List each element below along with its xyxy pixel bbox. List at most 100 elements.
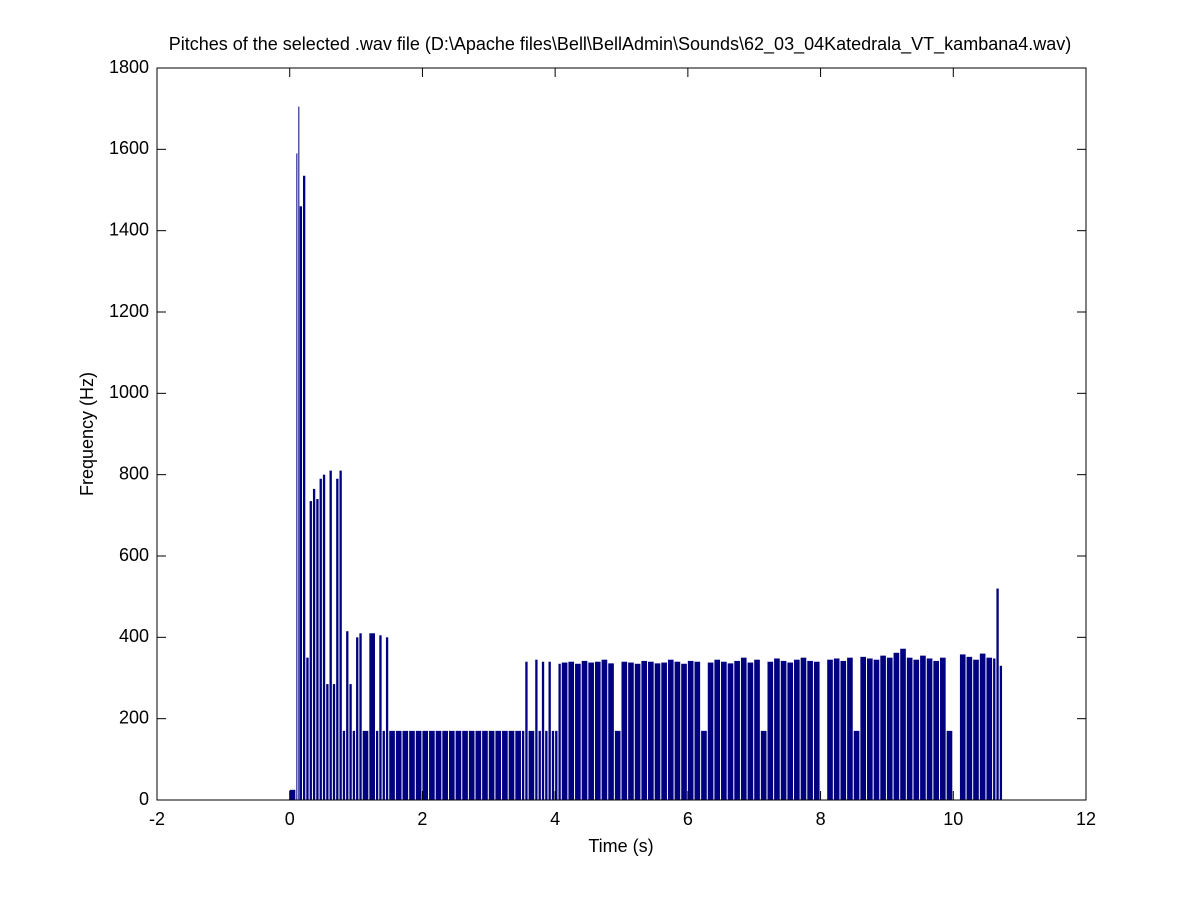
bar <box>289 789 296 800</box>
y-tick-label: 200 <box>119 707 149 727</box>
bar <box>847 657 853 800</box>
bar <box>701 730 707 800</box>
bar <box>906 657 913 800</box>
bar <box>362 730 369 800</box>
bar <box>979 653 986 800</box>
bar <box>339 470 342 800</box>
plot-area <box>289 106 1003 801</box>
bar <box>346 631 349 800</box>
bar <box>920 655 926 800</box>
bar <box>641 660 648 800</box>
bar <box>402 730 409 800</box>
bar <box>827 659 833 800</box>
bar <box>996 588 999 800</box>
bar <box>488 730 495 800</box>
bar <box>926 658 933 800</box>
bar <box>853 730 860 800</box>
bar <box>319 478 322 800</box>
x-tick-label: 2 <box>417 809 427 829</box>
bar <box>525 661 528 800</box>
bar <box>860 656 867 800</box>
bar <box>435 730 442 800</box>
x-tick-label: 0 <box>285 809 295 829</box>
bar <box>754 659 760 800</box>
bar <box>568 661 575 800</box>
bar <box>561 662 568 800</box>
bar <box>316 499 319 800</box>
bar <box>966 656 973 800</box>
bar <box>528 730 535 800</box>
bar <box>959 654 966 800</box>
y-tick-label: 1400 <box>109 219 149 239</box>
bar <box>555 730 558 800</box>
bar <box>973 659 979 800</box>
bar <box>608 663 614 800</box>
bar <box>581 660 588 800</box>
bar <box>774 658 780 800</box>
bar <box>356 637 359 800</box>
bar <box>807 660 813 800</box>
bar <box>551 730 555 800</box>
bar <box>352 730 356 800</box>
bar <box>375 730 379 800</box>
bar <box>322 474 326 800</box>
bar <box>521 730 525 800</box>
x-tick-label: 10 <box>943 809 963 829</box>
bar <box>794 659 800 800</box>
bar <box>409 730 415 800</box>
bar <box>298 106 300 801</box>
bar <box>886 657 893 800</box>
x-tick-label: -2 <box>149 809 165 829</box>
bar <box>382 730 385 800</box>
bar <box>999 665 1003 800</box>
bar <box>946 730 953 800</box>
x-tick-label: 12 <box>1076 809 1096 829</box>
bar <box>601 659 608 800</box>
y-tick-label: 1200 <box>109 301 149 321</box>
bar <box>813 661 820 800</box>
bar <box>681 663 687 800</box>
bar <box>767 661 774 800</box>
y-axis-label: Frequency (Hz) <box>77 372 97 496</box>
bar <box>538 730 541 800</box>
bar <box>760 730 767 800</box>
y-tick-label: 400 <box>119 626 149 646</box>
bar <box>349 684 352 800</box>
bar <box>880 655 886 800</box>
bar <box>734 660 740 800</box>
bar <box>415 730 422 800</box>
bar <box>740 657 747 800</box>
bar <box>986 657 993 800</box>
bar <box>462 730 468 800</box>
bar <box>502 730 508 800</box>
bar <box>296 153 298 800</box>
bar <box>727 663 734 800</box>
bar <box>475 730 482 800</box>
bar <box>329 470 332 800</box>
bar <box>302 175 306 800</box>
bar <box>993 658 996 800</box>
bar <box>306 657 309 800</box>
bar <box>787 662 794 800</box>
bar <box>873 659 880 800</box>
axes-box <box>156 67 1087 801</box>
bar <box>621 661 628 800</box>
bar <box>395 730 402 800</box>
bar <box>747 662 754 800</box>
bar <box>800 657 807 800</box>
bar <box>448 730 455 800</box>
y-tick-label: 800 <box>119 463 149 483</box>
bar <box>548 661 551 800</box>
bar <box>422 730 429 800</box>
bar <box>389 730 395 800</box>
bar <box>634 663 641 800</box>
bar <box>913 659 920 800</box>
bar <box>468 730 475 800</box>
bar <box>628 662 634 800</box>
x-axis-label: Time (s) <box>588 836 653 856</box>
bar <box>515 730 521 800</box>
bar <box>385 637 389 800</box>
bar <box>594 661 601 800</box>
